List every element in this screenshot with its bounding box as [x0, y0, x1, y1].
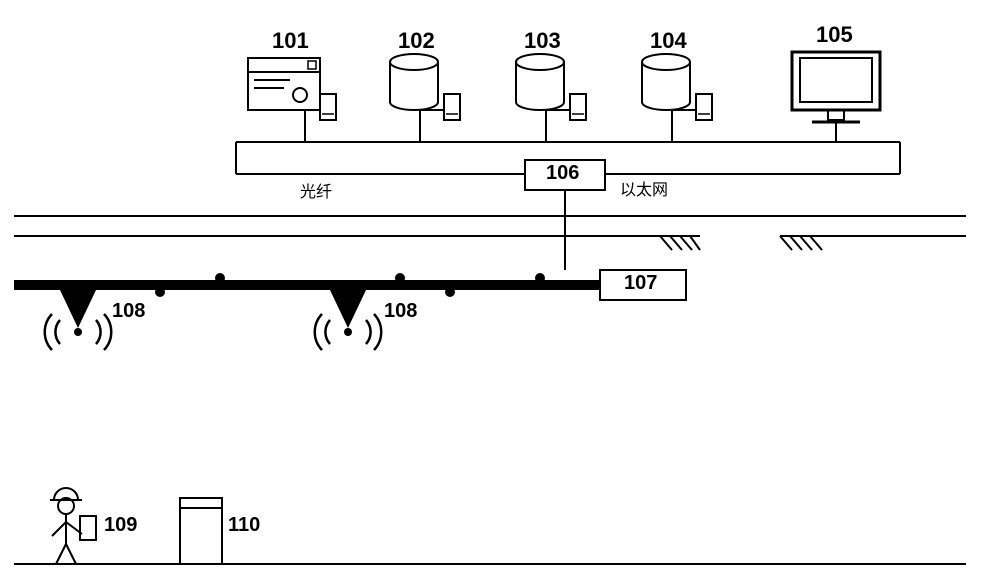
diagram-canvas — [0, 0, 1000, 588]
node-105-monitor — [792, 52, 880, 122]
label-101: 101 — [272, 28, 309, 54]
node-101-webserver — [248, 58, 336, 120]
label-106: 106 — [546, 162, 579, 185]
ground-surface — [14, 216, 966, 250]
node-102-db — [390, 54, 460, 120]
label-110: 110 — [228, 514, 260, 537]
label-109: 109 — [104, 514, 137, 537]
label-102: 102 — [398, 28, 435, 54]
label-108b: 108 — [384, 300, 417, 323]
label-ethernet: 以太网 — [620, 176, 668, 200]
label-103: 103 — [524, 28, 561, 54]
node-103-db — [516, 54, 586, 120]
label-107: 107 — [624, 272, 657, 295]
node-108a-antenna — [45, 290, 111, 350]
label-105: 105 — [816, 22, 853, 48]
label-104: 104 — [650, 28, 687, 54]
label-fiber: 光纤 — [300, 178, 332, 202]
node-109-worker — [50, 488, 96, 564]
node-108b-antenna — [315, 290, 381, 350]
node-104-db — [642, 54, 712, 120]
node-110-cabinet — [180, 498, 222, 564]
label-108a: 108 — [112, 300, 145, 323]
